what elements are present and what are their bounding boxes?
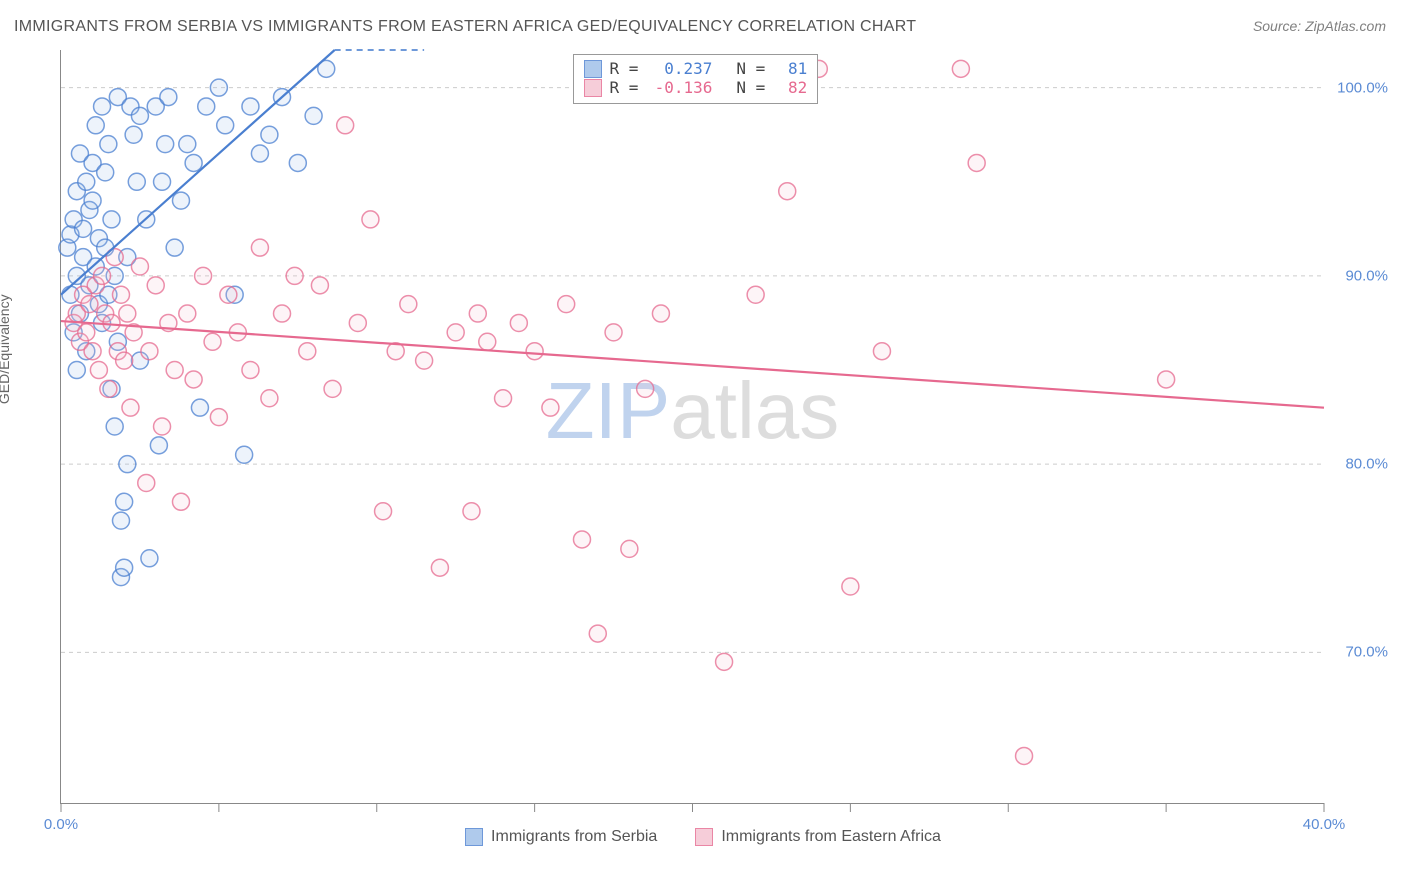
legend-item-series2: Immigrants from Eastern Africa: [695, 828, 941, 846]
stats-row-series2: R = -0.136 N = 82: [584, 78, 808, 97]
source-attribution: Source: ZipAtlas.com: [1253, 18, 1386, 34]
r-value-2: -0.136: [646, 78, 712, 97]
legend-label-1: Immigrants from Serbia: [491, 828, 657, 846]
chart-container: GED/Equivalency ZIPatlas R = 0.237 N = 8…: [14, 50, 1392, 852]
legend-label-2: Immigrants from Eastern Africa: [721, 828, 941, 846]
legend-item-series1: Immigrants from Serbia: [465, 828, 657, 846]
swatch-series1: [584, 60, 602, 78]
legend-swatch-1: [465, 828, 483, 846]
y-tick-label: 70.0%: [1345, 644, 1388, 661]
y-tick-label: 90.0%: [1345, 267, 1388, 284]
bottom-legend: Immigrants from Serbia Immigrants from E…: [14, 828, 1392, 846]
y-axis-label: GED/Equivalency: [0, 294, 12, 404]
legend-swatch-2: [695, 828, 713, 846]
r-label-2: R =: [610, 78, 639, 97]
n-value-2: 82: [773, 78, 807, 97]
n-label-2: N =: [736, 78, 765, 97]
n-value-1: 81: [773, 59, 807, 78]
r-label-1: R =: [610, 59, 639, 78]
chart-title: IMMIGRANTS FROM SERBIA VS IMMIGRANTS FRO…: [14, 18, 916, 36]
scatter-plot-svg: [61, 50, 1324, 803]
plot-area: ZIPatlas R = 0.237 N = 81 R = -0.136 N =…: [60, 50, 1324, 804]
n-label-1: N =: [736, 59, 765, 78]
swatch-series2: [584, 79, 602, 97]
y-tick-label: 100.0%: [1337, 79, 1388, 96]
r-value-1: 0.237: [646, 59, 712, 78]
correlation-stats-box: R = 0.237 N = 81 R = -0.136 N = 82: [573, 54, 819, 104]
y-tick-label: 80.0%: [1345, 456, 1388, 473]
stats-row-series1: R = 0.237 N = 81: [584, 59, 808, 78]
